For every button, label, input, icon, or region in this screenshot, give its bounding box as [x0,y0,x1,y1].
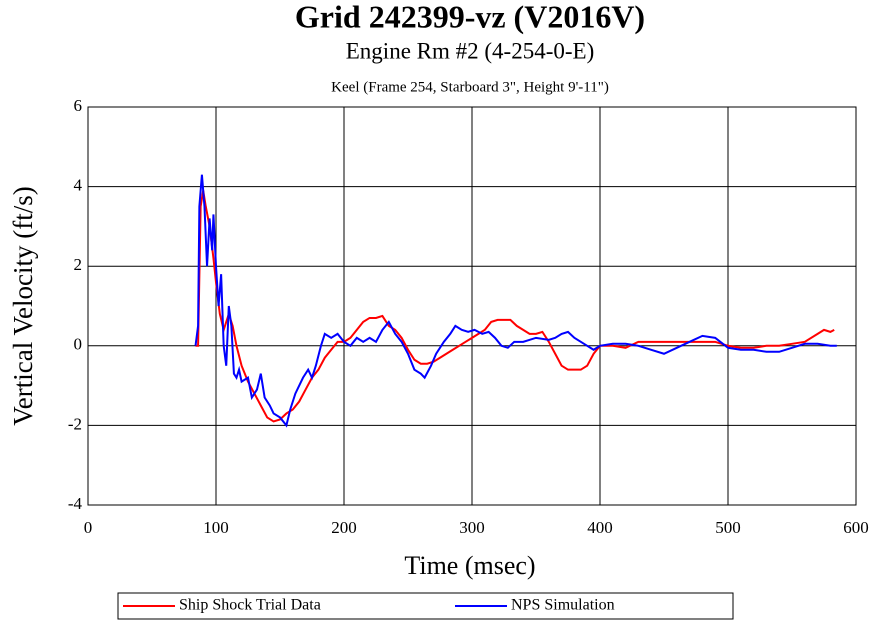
y-tick-label: -4 [68,494,83,513]
y-tick-label: 4 [74,176,83,195]
y-tick-label: 0 [74,335,83,354]
y-tick-label: -2 [68,414,82,433]
x-tick-label: 500 [715,518,741,537]
legend-label: Ship Shock Trial Data [179,597,321,614]
legend-box [117,592,734,620]
x-tick-label: 300 [459,518,485,537]
chart-title: Grid 242399-vz (V2016V) [295,0,645,34]
legend-label: NPS Simulation [511,597,615,614]
x-tick-label: 200 [331,518,357,537]
x-tick-label: 100 [203,518,229,537]
y-axis-label: Vertical Velocity (ft/s) [8,186,38,425]
x-tick-label: 0 [84,518,93,537]
chart-subsubtitle: Keel (Frame 254, Starboard 3", Height 9'… [331,79,609,95]
x-tick-label: 400 [587,518,613,537]
x-tick-label: 600 [843,518,869,537]
data-line [195,190,835,423]
chart-subtitle: Engine Rm #2 (4-254-0-E) [346,38,594,63]
x-axis-label: Time (msec) [404,551,535,580]
plot-frame [87,106,857,506]
data-line [194,174,837,428]
y-tick-label: 2 [74,255,83,274]
y-tick-label: 6 [74,96,83,115]
